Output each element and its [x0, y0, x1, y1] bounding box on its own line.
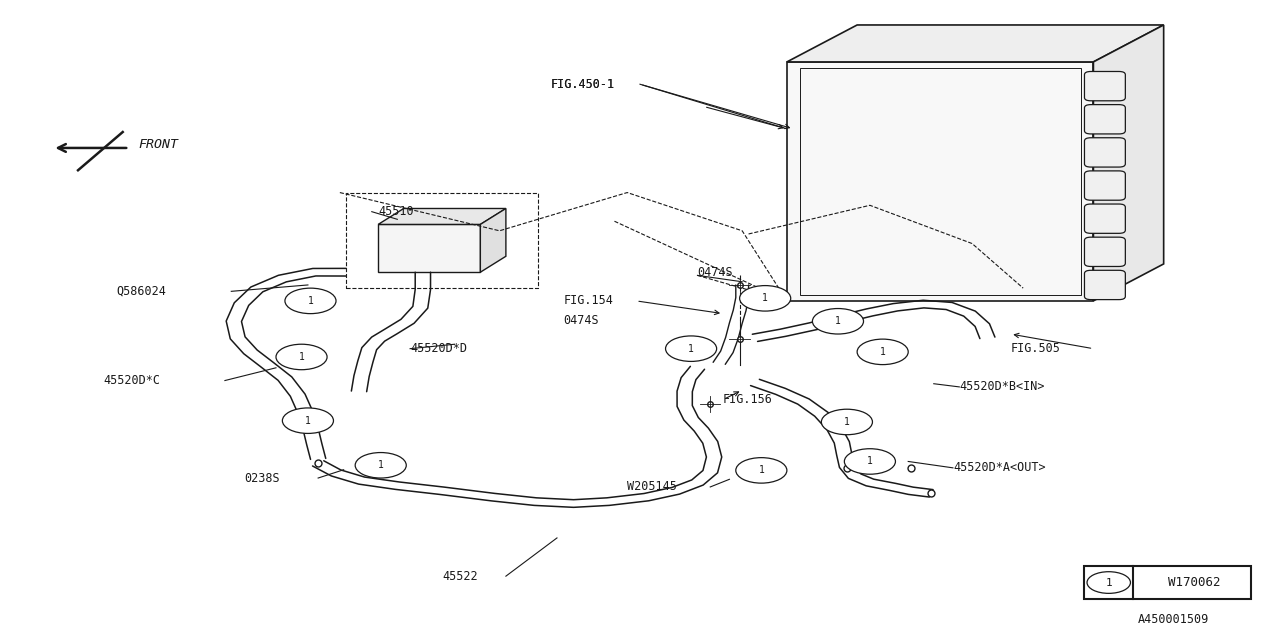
Text: 1: 1: [758, 465, 764, 476]
FancyBboxPatch shape: [1084, 138, 1125, 167]
Polygon shape: [1093, 25, 1164, 301]
Text: 0474S: 0474S: [563, 314, 599, 326]
Text: 1: 1: [867, 456, 873, 467]
Text: 1: 1: [844, 417, 850, 427]
Circle shape: [276, 344, 328, 370]
Text: FIG.154: FIG.154: [563, 294, 613, 307]
FancyBboxPatch shape: [1084, 204, 1125, 234]
Circle shape: [666, 336, 717, 362]
Circle shape: [736, 458, 787, 483]
Circle shape: [740, 285, 791, 311]
Circle shape: [822, 409, 873, 435]
Text: 1: 1: [378, 460, 384, 470]
Text: 0474S: 0474S: [698, 266, 733, 278]
Text: 0238S: 0238S: [244, 472, 280, 484]
Text: W205145: W205145: [627, 481, 677, 493]
Circle shape: [858, 339, 909, 365]
FancyBboxPatch shape: [1084, 270, 1125, 300]
Text: 1: 1: [689, 344, 694, 354]
Text: 1: 1: [307, 296, 314, 306]
Text: FIG.450-1: FIG.450-1: [550, 77, 614, 91]
Circle shape: [285, 288, 337, 314]
Circle shape: [845, 449, 896, 474]
Text: 1: 1: [762, 293, 768, 303]
Circle shape: [1087, 572, 1130, 593]
Text: 1: 1: [1106, 577, 1112, 588]
Text: 45520D*A<OUT>: 45520D*A<OUT>: [952, 461, 1046, 474]
Polygon shape: [480, 209, 506, 272]
Text: 1: 1: [305, 416, 311, 426]
Text: FRONT: FRONT: [138, 138, 178, 151]
Text: Q586024: Q586024: [116, 285, 166, 298]
Text: 45510: 45510: [378, 205, 413, 218]
Text: 1: 1: [835, 316, 841, 326]
Text: 45522: 45522: [442, 570, 477, 582]
FancyBboxPatch shape: [1084, 171, 1125, 200]
FancyBboxPatch shape: [1084, 72, 1125, 100]
Text: 45520D*D: 45520D*D: [410, 342, 467, 355]
FancyBboxPatch shape: [1084, 237, 1125, 266]
Text: 45520D*B<IN>: 45520D*B<IN>: [959, 380, 1044, 394]
Text: FIG.450-1: FIG.450-1: [550, 77, 614, 91]
Text: FIG.505: FIG.505: [1010, 342, 1060, 355]
Circle shape: [355, 452, 406, 478]
Text: W170062: W170062: [1169, 576, 1221, 589]
Text: 45520D*C: 45520D*C: [104, 374, 160, 387]
Polygon shape: [378, 225, 480, 272]
Polygon shape: [787, 62, 1093, 301]
Text: A450001509: A450001509: [1138, 613, 1210, 626]
Polygon shape: [787, 25, 1164, 62]
Polygon shape: [378, 209, 506, 225]
Text: FIG.156: FIG.156: [723, 393, 773, 406]
Circle shape: [813, 308, 864, 334]
Text: 1: 1: [298, 352, 305, 362]
Circle shape: [283, 408, 334, 433]
FancyBboxPatch shape: [1084, 104, 1125, 134]
Text: 1: 1: [879, 347, 886, 357]
Bar: [1084, 566, 1251, 599]
